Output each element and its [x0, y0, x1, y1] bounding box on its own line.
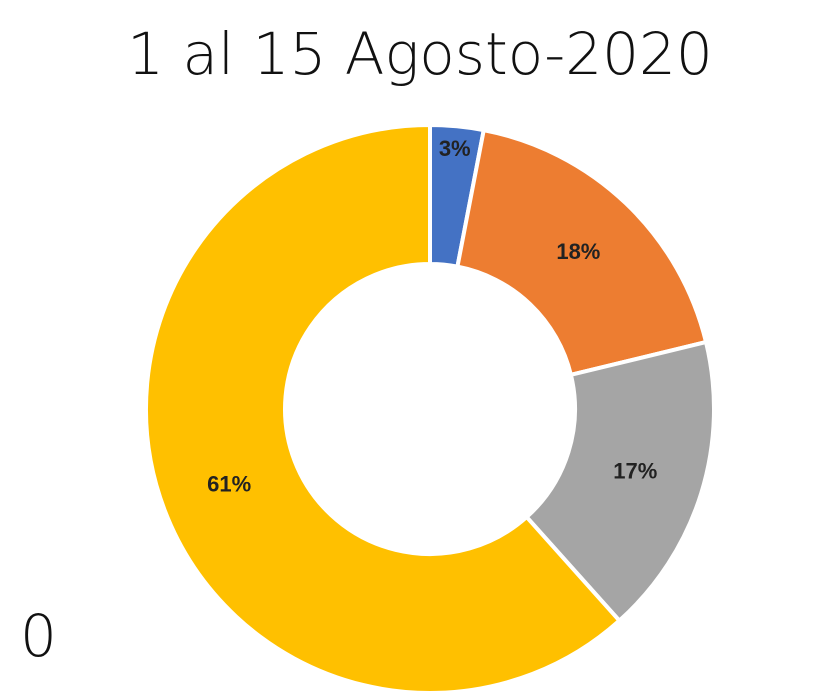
annotation: 0	[20, 602, 57, 670]
donut-slice	[144, 122, 623, 693]
donut-slice	[455, 127, 709, 378]
data-label: 3%	[439, 136, 471, 161]
data-label: 61%	[207, 472, 251, 497]
data-label: 17%	[613, 459, 657, 484]
data-label: 18%	[556, 239, 600, 264]
chart-title: 1 al 15 Agosto-2020	[127, 20, 713, 88]
donut-slice	[523, 339, 716, 624]
